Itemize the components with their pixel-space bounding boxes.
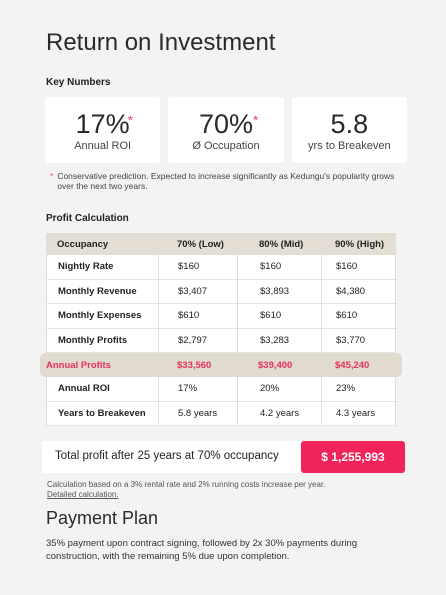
header-cell: 80% (Mid) — [259, 238, 304, 250]
total-profit-banner: Total profit after 25 years at 70% occup… — [42, 441, 405, 473]
table-cell: $3,893 — [238, 279, 322, 303]
table-cell: $39,400 — [258, 359, 293, 371]
table-cell: $160 — [238, 255, 322, 279]
header-cell: Occupancy — [57, 238, 109, 250]
row-label: Years to Breakeven — [47, 401, 159, 425]
row-label: Annual ROI — [47, 377, 159, 401]
occupation-card: 70% * Ø Occupation — [168, 97, 284, 163]
table-cell: $160 — [336, 261, 358, 273]
table-cell: 23% — [336, 383, 356, 395]
table-cell: $610 — [238, 304, 322, 328]
key-numbers-heading: Key Numbers — [46, 77, 111, 88]
profit-calculation-heading: Profit Calculation — [46, 213, 129, 224]
table-cell: $2,797 — [159, 328, 238, 352]
note-text: Conservative prediction. Expected to inc… — [57, 171, 395, 191]
row-label: Monthly Revenue — [47, 279, 159, 303]
table-row: Years to Breakeven 5.8 years 4.2 years 4… — [47, 401, 395, 426]
annual-roi-value: 17% — [75, 108, 130, 139]
header-cell: 70% (Low) — [177, 238, 224, 250]
breakeven-card: 5.8 yrs to Breakeven — [291, 97, 407, 163]
profit-table: Occupancy 70% (Low) 80% (Mid) 90% (High)… — [40, 233, 402, 426]
annual-roi-caption: Annual ROI — [74, 139, 132, 152]
breakeven-caption: yrs to Breakeven — [308, 139, 391, 152]
table-cell: $160 — [159, 255, 238, 279]
row-label: Monthly Profits — [47, 328, 159, 352]
table-cell: $3,283 — [238, 328, 322, 352]
breakeven-value: 5.8 — [330, 108, 369, 139]
occupation-caption: Ø Occupation — [192, 139, 260, 152]
table-cell: 17% — [159, 377, 238, 401]
header-cell: 90% (High) — [335, 238, 385, 250]
table-cell: 4.3 years — [336, 407, 376, 419]
detailed-calculation-link[interactable]: Detailed calculation. — [47, 490, 119, 499]
conservative-note: * Conservative prediction. Expected to in… — [50, 171, 410, 191]
table-row: Monthly Revenue $3,407 $3,893 $4,380 — [47, 279, 395, 304]
row-label: Annual Profits — [46, 359, 111, 371]
total-profit-label: Total profit after 25 years at 70% occup… — [55, 450, 279, 462]
row-label: Monthly Expenses — [47, 304, 159, 328]
payment-plan-heading: Payment Plan — [46, 508, 159, 528]
table-cell: $3,770 — [336, 334, 366, 346]
table-row: Nightly Rate $160 $160 $160 — [47, 255, 395, 280]
total-profit-value: $ 1,255,993 — [301, 441, 405, 473]
table-cell: 20% — [238, 377, 322, 401]
asterisk-mark: * — [252, 111, 259, 128]
row-label: Nightly Rate — [47, 255, 159, 279]
note-asterisk: * — [50, 171, 54, 181]
table-cell: 5.8 years — [159, 401, 238, 425]
annual-roi-card: 17% * Annual ROI — [45, 97, 161, 163]
asterisk-mark: * — [127, 111, 134, 128]
calculation-note-text: Calculation based on a 3% rental rate an… — [47, 480, 326, 489]
table-cell: 4.2 years — [238, 401, 322, 425]
table-cell: $3,407 — [159, 279, 238, 303]
table-header: Occupancy 70% (Low) 80% (Mid) 90% (High) — [46, 233, 396, 255]
key-numbers-cards: 17% * Annual ROI 70% * Ø Occupation 5.8 yr… — [45, 97, 407, 163]
table-row: Annual ROI 17% 20% 23% — [47, 377, 395, 402]
calculation-note: Calculation based on a 3% rental rate an… — [47, 480, 397, 500]
table-row: Monthly Expenses $610 $610 $610 — [47, 304, 395, 329]
annual-profits-row: Annual Profits $33,560 $39,400 $45,240 — [40, 353, 402, 377]
table-body: Nightly Rate $160 $160 $160 Monthly Reve… — [46, 255, 396, 353]
table-cell: $610 — [159, 304, 238, 328]
occupation-value: 70% — [198, 108, 254, 139]
table-cell: $4,380 — [336, 285, 366, 297]
table-body-lower: Annual ROI 17% 20% 23% Years to Breakeve… — [46, 377, 396, 426]
table-cell: $610 — [336, 310, 358, 322]
table-cell: $33,560 — [177, 359, 212, 371]
page-title: Return on Investment — [46, 29, 276, 56]
table-cell: $45,240 — [335, 359, 370, 371]
payment-plan-text: 35% payment upon contract signing, follo… — [46, 538, 358, 562]
table-row: Monthly Profits $2,797 $3,283 $3,770 — [47, 328, 395, 353]
